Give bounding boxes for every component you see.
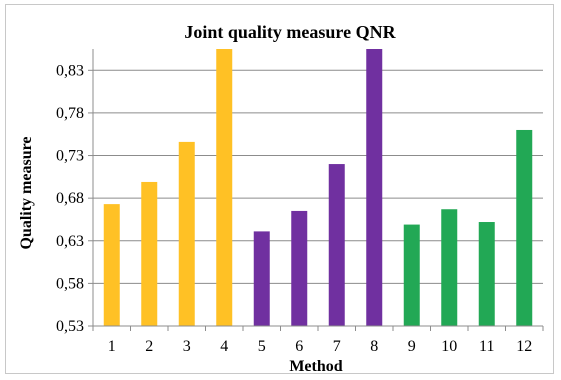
y-tick-label: 0,78 — [56, 105, 84, 122]
bar-method-2 — [141, 181, 158, 326]
y-tick-label: 0,73 — [56, 148, 84, 165]
x-axis-title: Method — [289, 358, 342, 375]
y-tick-label: 0,63 — [56, 233, 84, 250]
x-tick-label: 7 — [333, 338, 341, 355]
x-tick-label: 11 — [479, 338, 494, 355]
x-tick-label: 1 — [108, 338, 116, 355]
y-axis-title: Quality measure — [18, 136, 35, 249]
axis-layer — [88, 49, 544, 331]
bar-method-4 — [216, 49, 233, 326]
bar-method-5 — [253, 231, 270, 326]
x-tick-label: 12 — [516, 338, 532, 355]
bar-method-1 — [103, 204, 120, 326]
bar-method-9 — [403, 224, 420, 326]
x-tick-label: 9 — [408, 338, 416, 355]
x-tick-label: 6 — [295, 338, 303, 355]
x-tick-label: 2 — [145, 338, 153, 355]
chart-svg: Joint quality measure QNR 0,530,580,630,… — [18, 22, 544, 375]
x-tick-label: 5 — [258, 338, 266, 355]
y-tick-labels: 0,53 0,58 0,63 0,68 0,73 0,78 0,83 — [56, 62, 84, 335]
chart-title: Joint quality measure QNR — [184, 22, 396, 42]
y-tick-label: 0,83 — [56, 62, 84, 79]
y-tick-label: 0,68 — [56, 190, 84, 207]
y-tick-label: 0,58 — [56, 275, 84, 292]
bar-method-7 — [328, 164, 345, 326]
x-tick-label: 10 — [441, 338, 457, 355]
bar-method-11 — [478, 222, 495, 326]
x-tick-labels: 1 2 3 4 5 6 7 8 9 10 11 12 — [108, 338, 533, 355]
bar-method-10 — [441, 209, 458, 326]
bars-layer — [103, 49, 533, 326]
bar-method-12 — [516, 129, 533, 326]
bar-method-8 — [366, 49, 383, 326]
bar-method-3 — [178, 141, 195, 326]
x-tick-label: 3 — [183, 338, 191, 355]
x-tick-label: 4 — [220, 338, 228, 355]
bar-method-6 — [291, 210, 308, 326]
y-tick-label: 0,53 — [56, 318, 84, 335]
grid-layer — [93, 69, 543, 284]
chart-frame: Joint quality measure QNR 0,53 0,58 0,63 0,… — [5, 4, 554, 375]
x-tick-label: 8 — [370, 338, 378, 355]
